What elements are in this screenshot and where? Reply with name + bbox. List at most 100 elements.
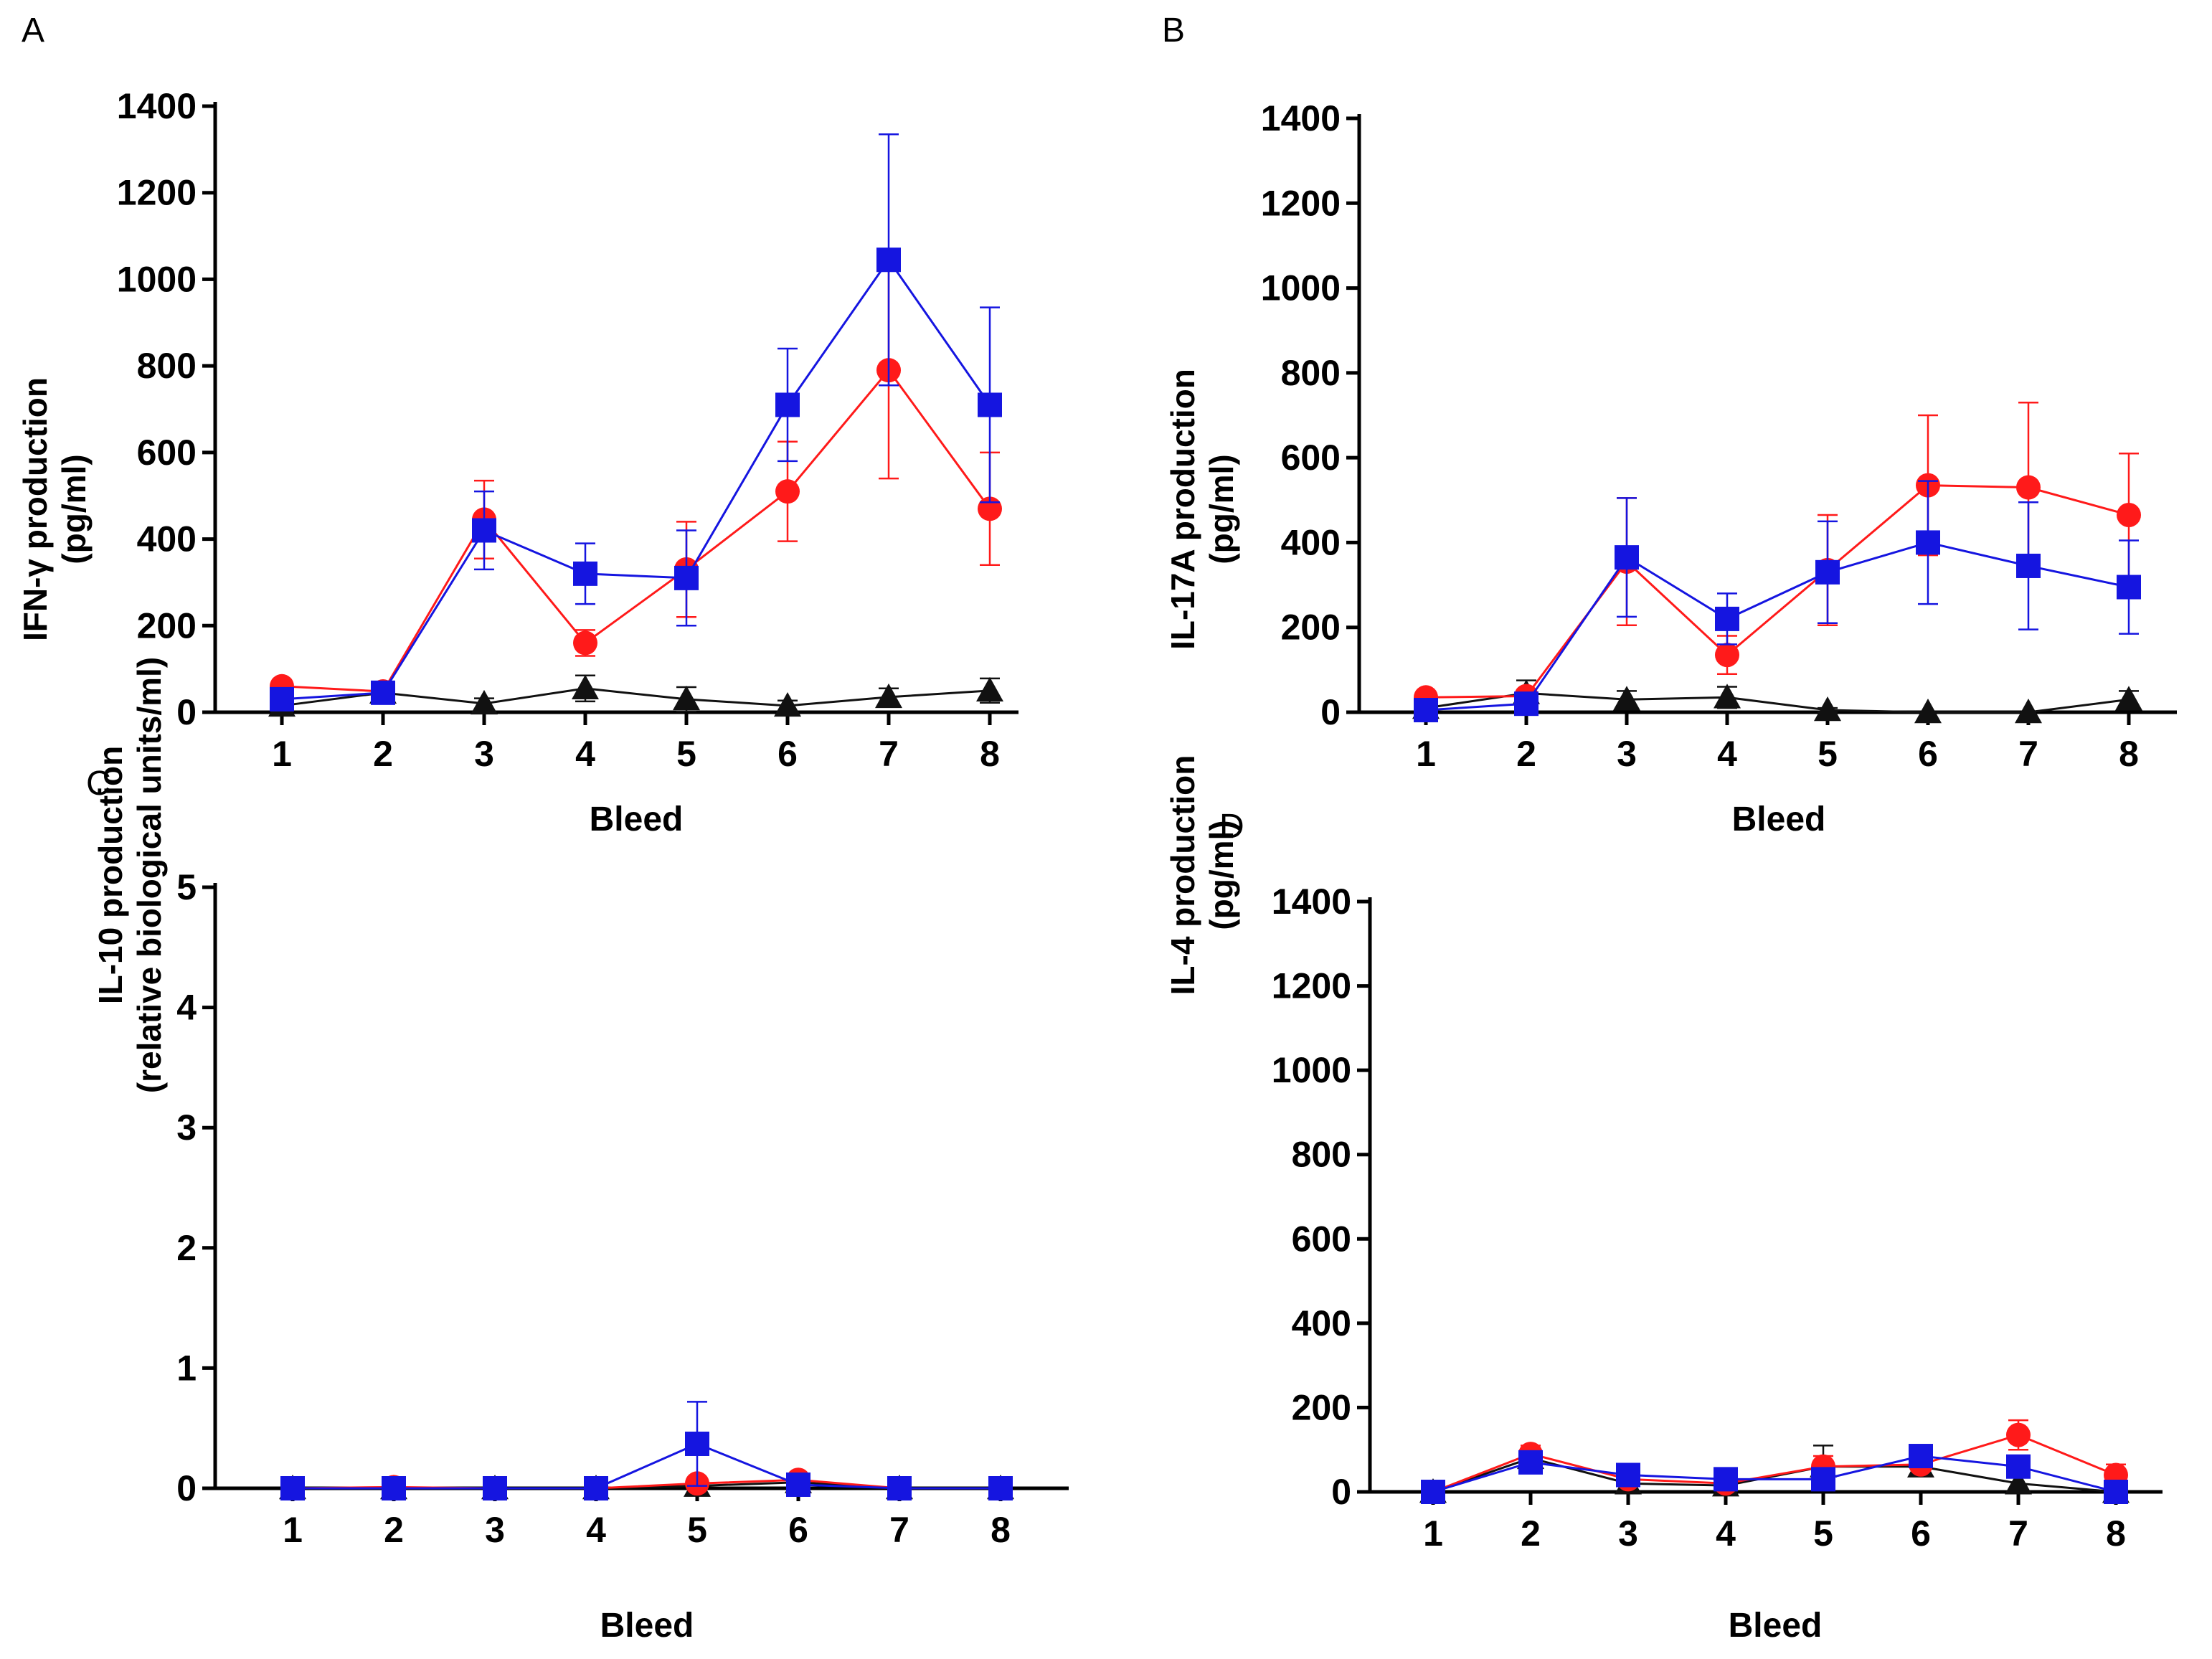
marker-square-blue [483,1476,507,1500]
marker-square-blue [2117,575,2141,600]
y-tick-label-a: 800 [137,346,197,386]
y-tick-label-b: 600 [1281,438,1341,478]
marker-triangle-black [774,691,801,717]
x-tick-label-b: 4 [1717,734,1737,774]
x-tick-label-a: 4 [575,734,595,774]
series-blue-a [270,133,1002,712]
x-tick-label-b: 6 [1918,734,1938,774]
x-tick-label-d: 6 [1911,1513,1931,1554]
marker-square-blue [988,1476,1013,1500]
series-line-black [1425,691,2130,714]
series-line-blue [1432,1455,2117,1493]
marker-square-blue [1714,1467,1738,1492]
panel-b: B 0 200 400 600 800 1000 1200 1400 1 2 3 4 5 6 7 8 Bleed I… [1162,11,2177,838]
series-red-a [270,261,1002,704]
marker-triangle-black [1914,699,1942,724]
marker-triangle-black [471,689,498,715]
marker-triangle-black [1613,686,1640,711]
panel-letter-c: C [86,765,111,803]
y-axis-title-line-a: (pg/ml) [55,454,93,564]
y-tick-label-d: 1200 [1272,966,1351,1006]
panel-c: C 0 1 2 3 4 5 1 2 3 4 5 6 7 8 Bleed IL-10 production(rel… [86,657,1069,1645]
series-line-blue [281,257,991,701]
y-tick-label-b: 200 [1281,608,1341,648]
x-tick-label-c: 1 [283,1510,303,1550]
y-tick-label-c: 2 [176,1228,197,1268]
x-tick-label-d: 4 [1716,1513,1736,1554]
y-tick-label-d: 400 [1292,1303,1351,1343]
y-tick-label-b: 1400 [1261,98,1341,138]
marker-square-blue [371,680,395,705]
series-line-red [1432,1434,2117,1493]
x-tick-label-a: 1 [272,734,292,774]
x-tick-label-c: 3 [485,1510,505,1550]
y-tick-label-d: 800 [1292,1135,1351,1175]
x-axis-title-a: Bleed [590,800,684,838]
x-tick-label-a: 8 [980,734,1000,774]
marker-square-blue [1909,1444,1933,1469]
y-tick-label-d: 1400 [1272,882,1351,922]
marker-triangle-black [976,676,1003,702]
marker-square-blue [685,1431,709,1456]
y-tick-label-d: 0 [1331,1472,1351,1512]
marker-circle-red [573,630,597,656]
marker-triangle-black [1714,684,1741,709]
x-tick-label-c: 2 [384,1510,404,1550]
y-tick-label-b: 400 [1281,522,1341,562]
marker-circle-red [2117,502,2141,527]
series-line-red [1425,484,2130,699]
x-axis-title-c: Bleed [600,1607,694,1645]
x-tick-label-b: 3 [1617,734,1637,774]
x-tick-label-b: 5 [1818,734,1838,774]
marker-square-blue [280,1476,305,1500]
x-tick-label-c: 8 [991,1510,1011,1550]
y-axis-title-line-d: IL-4 production [1164,755,1201,996]
x-tick-label-d: 3 [1618,1513,1638,1554]
marker-triangle-black [2005,1470,2032,1495]
panel-d: D 0 200 400 600 800 1000 1200 1400 1 2 3 4 5 6 7 8 Bleed I… [1164,755,2163,1645]
marker-circle-red [1715,643,1739,668]
x-tick-label-d: 2 [1521,1513,1541,1554]
y-tick-label-b: 1200 [1261,183,1341,223]
y-axis-title-line-d: (pg/ml) [1203,820,1240,930]
y-tick-label-d: 1000 [1272,1050,1351,1090]
x-tick-label-a: 2 [373,734,393,774]
y-tick-label-a: 0 [176,692,197,732]
series-blue-c [280,1401,1013,1500]
marker-square-blue [978,392,1002,417]
y-tick-label-b: 1000 [1261,268,1341,308]
panel-letter-a: A [22,11,44,49]
x-tick-label-d: 8 [2106,1513,2126,1554]
y-tick-label-c: 0 [176,1468,197,1508]
marker-triangle-black [1814,696,1841,722]
y-tick-label-c: 5 [176,867,197,907]
marker-triangle-black [2015,699,2042,724]
x-tick-label-c: 6 [788,1510,808,1550]
y-tick-label-a: 600 [137,433,197,473]
marker-square-blue [584,1476,608,1500]
marker-circle-red [2006,1422,2031,1447]
series-blue-b [1414,480,2141,723]
x-tick-label-d: 1 [1423,1513,1443,1554]
marker-circle-red [775,479,800,504]
marker-square-blue [573,561,597,586]
x-axis-title-d: Bleed [1729,1607,1823,1645]
y-tick-label-c: 4 [176,988,197,1028]
x-tick-label-c: 7 [889,1510,909,1550]
marker-square-blue [1615,545,1639,570]
x-tick-label-a: 5 [676,734,696,774]
marker-square-blue [2016,553,2041,578]
marker-triangle-black [673,685,700,711]
y-tick-label-a: 200 [137,605,197,646]
y-tick-label-b: 0 [1320,692,1341,732]
y-tick-label-d: 600 [1292,1219,1351,1259]
y-axis-title-line-c: (relative biological units/ml) [131,657,168,1093]
y-tick-label-b: 800 [1281,353,1341,393]
marker-triangle-black [572,674,599,700]
marker-square-blue [887,1476,912,1500]
y-axis-title-line-c: IL-10 production [92,746,129,1004]
y-tick-label-a: 1200 [117,173,197,213]
marker-square-blue [1811,1467,1835,1492]
x-tick-label-c: 4 [586,1510,606,1550]
